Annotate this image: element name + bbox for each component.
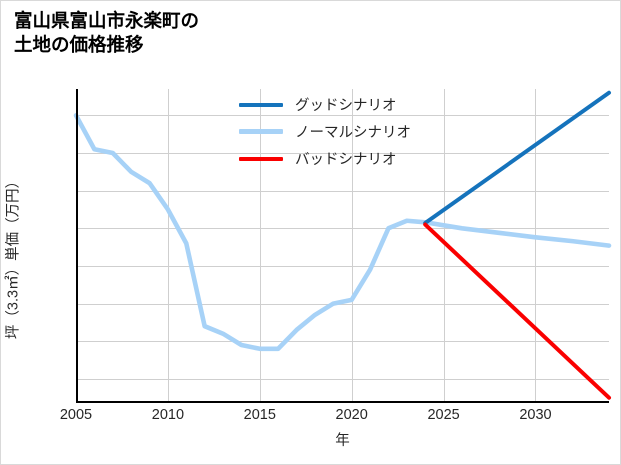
gridline-horizontal <box>76 303 609 305</box>
gridline-vertical <box>351 89 353 403</box>
gridline-horizontal <box>76 341 609 343</box>
gridline-horizontal <box>76 228 609 230</box>
x-tick-label: 2030 <box>519 407 552 423</box>
gridline-horizontal <box>76 265 609 267</box>
legend-color-swatch <box>239 156 283 161</box>
legend-label: ノーマルシナリオ <box>295 125 411 141</box>
legend-color-swatch <box>239 129 283 134</box>
legend-label: バッドシナリオ <box>295 152 397 168</box>
chart-legend: グッドシナリオ ノーマルシナリオ バッドシナリオ <box>239 91 489 172</box>
x-tick-label: 2010 <box>151 407 185 423</box>
x-axis-title: 年 <box>335 433 350 449</box>
series-line <box>73 113 612 352</box>
legend-item[interactable]: バッドシナリオ <box>239 145 489 172</box>
page-title: 富山県富山市永楽町の 土地の価格推移 <box>14 10 200 56</box>
x-tick-label: 2025 <box>427 407 460 423</box>
series-line <box>423 90 611 226</box>
x-tick-label: 2015 <box>243 407 276 423</box>
gridline-horizontal <box>76 190 609 192</box>
plot-area: 18.519.019.520.020.521.021.522.0 2005201… <box>6 89 612 449</box>
gridline-vertical <box>443 89 445 403</box>
gridline-vertical <box>259 89 261 403</box>
legend-color-swatch <box>239 102 283 107</box>
series-line <box>423 222 611 400</box>
x-tick-label: 2005 <box>59 407 93 423</box>
gridline-horizontal <box>76 378 609 380</box>
gridline-vertical <box>535 89 537 403</box>
axis-frame <box>76 89 609 403</box>
series-lines <box>73 90 612 400</box>
legend-item[interactable]: ノーマルシナリオ <box>239 118 489 145</box>
gridline-horizontal <box>76 153 609 154</box>
x-tick-label: 2020 <box>335 407 368 423</box>
legend-item[interactable]: グッドシナリオ <box>239 91 489 118</box>
y-axis-title: 坪（3.3㎡）単価（万円） <box>5 173 22 340</box>
legend-label: グッドシナリオ <box>295 98 397 114</box>
gridline-vertical <box>167 89 169 403</box>
gridline-horizontal <box>76 115 609 117</box>
